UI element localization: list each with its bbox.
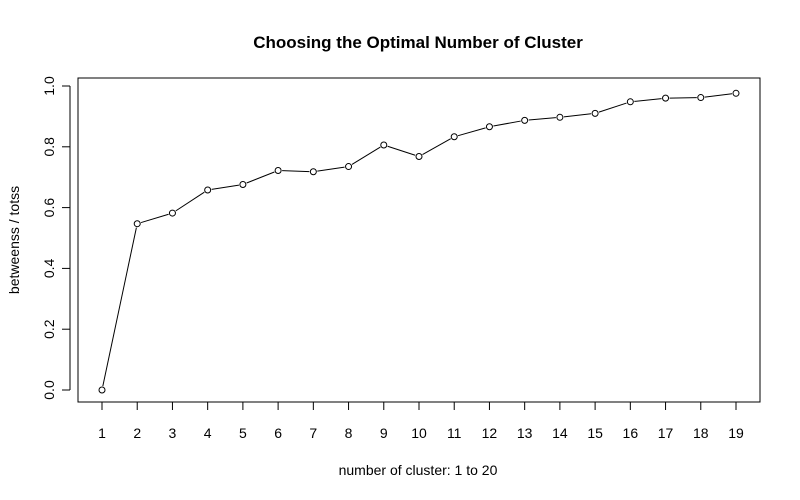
data-point <box>204 186 212 194</box>
data-point <box>380 141 388 149</box>
data-point <box>168 209 176 217</box>
data-point <box>274 167 282 175</box>
y-tick-label: 0.6 <box>41 198 57 218</box>
data-point <box>626 98 634 106</box>
series-segment <box>493 120 521 127</box>
x-tick-label: 1 <box>98 425 106 441</box>
series-segment <box>563 113 592 118</box>
y-tick-label: 0.2 <box>41 319 57 339</box>
x-tick-label: 9 <box>380 425 388 441</box>
data-point <box>697 94 705 102</box>
chart-title: Choosing the Optimal Number of Cluster <box>253 33 583 52</box>
y-tick-label: 1.0 <box>41 76 57 96</box>
x-tick-label: 8 <box>345 425 353 441</box>
data-point <box>345 163 353 171</box>
plot-frame <box>77 77 761 403</box>
data-point <box>485 123 493 131</box>
x-tick-label: 17 <box>658 425 674 441</box>
data-point <box>133 220 141 228</box>
series-segment <box>246 171 275 184</box>
series-segment <box>140 213 169 224</box>
x-tick-label: 6 <box>274 425 282 441</box>
x-tick-label: 7 <box>309 425 317 441</box>
series-segment <box>457 127 486 137</box>
x-tick-label: 3 <box>169 425 177 441</box>
series-segment <box>211 184 240 190</box>
series-segment <box>634 98 662 102</box>
series-segment <box>528 117 556 121</box>
series-segment <box>102 227 137 387</box>
data-point <box>521 116 529 124</box>
data-point <box>415 153 423 161</box>
x-tick-label: 12 <box>482 425 498 441</box>
data-point <box>556 113 564 121</box>
x-tick-label: 10 <box>411 425 427 441</box>
data-series <box>98 89 740 394</box>
series-segment <box>704 93 733 98</box>
data-point <box>732 89 740 97</box>
x-tick-label: 5 <box>239 425 247 441</box>
series-segment <box>351 146 381 165</box>
x-tick-label: 13 <box>517 425 533 441</box>
series-segment <box>282 170 310 173</box>
y-tick-label: 0.8 <box>41 137 57 157</box>
x-axis-label: number of cluster: 1 to 20 <box>339 462 498 478</box>
y-tick-label: 0.4 <box>41 258 57 278</box>
x-axis: 1 2 3 4 5 6 7 8 9 10 11 12 13 14 15 16 17 18 19 <box>98 401 744 441</box>
x-tick-label: 18 <box>693 425 709 441</box>
series-segment <box>175 191 205 212</box>
data-point <box>309 168 317 176</box>
x-tick-label: 16 <box>623 425 639 441</box>
x-tick-label: 2 <box>133 425 141 441</box>
data-point <box>98 386 106 394</box>
data-point <box>450 133 458 141</box>
y-tick-label: 0.0 <box>41 380 57 400</box>
series-segment <box>387 145 416 156</box>
series-segment <box>317 166 345 172</box>
data-point <box>591 109 599 117</box>
x-tick-label: 11 <box>447 425 462 441</box>
data-point <box>239 180 247 188</box>
y-axis: 0.0 0.2 0.4 0.6 0.8 1.0 <box>41 76 71 400</box>
x-tick-label: 4 <box>204 425 212 441</box>
data-point <box>662 94 670 102</box>
y-axis-label: betweenss / totss <box>6 186 22 294</box>
series-segment <box>422 138 451 156</box>
x-tick-label: 19 <box>728 425 744 441</box>
x-tick-label: 14 <box>552 425 568 441</box>
x-tick-label: 15 <box>587 425 603 441</box>
series-segment <box>598 102 627 113</box>
